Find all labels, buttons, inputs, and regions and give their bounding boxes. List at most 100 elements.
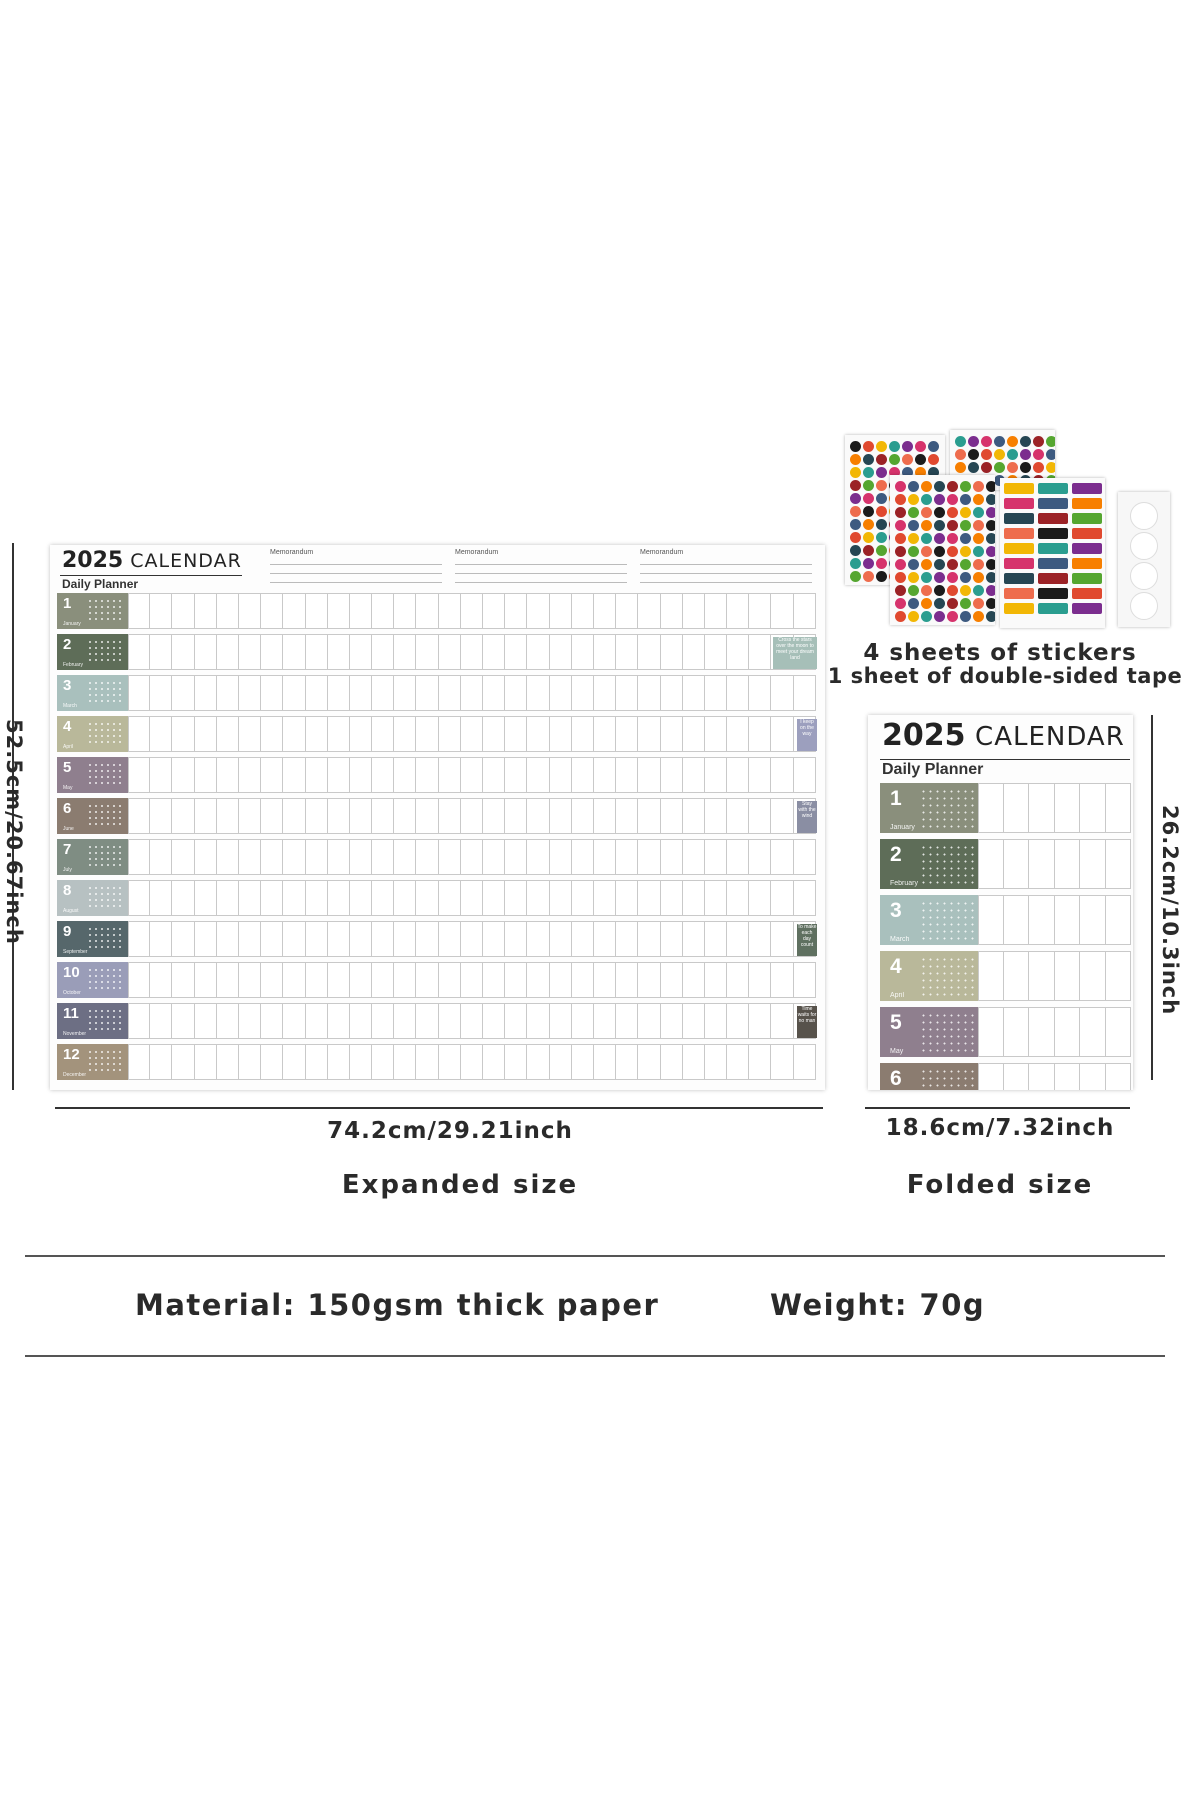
folded-width-label: 18.6cm/7.32inch: [885, 1115, 1115, 1141]
day-cell: [460, 716, 483, 752]
day-cell: [593, 839, 617, 875]
sticker-dot: [960, 494, 971, 505]
sticker-dot: [1020, 462, 1031, 473]
day-cell: [194, 921, 217, 957]
day-cell: [460, 880, 483, 916]
day-cell: [194, 593, 217, 629]
day-cell: [616, 634, 639, 670]
day-cell: [527, 634, 550, 670]
day-cell: [372, 716, 395, 752]
month-block: 3 March: [57, 675, 128, 711]
day-cell: [172, 1003, 195, 1039]
day-cell: [327, 962, 350, 998]
day-cell: [261, 839, 284, 875]
sticker-dot: [902, 467, 913, 478]
sticker-dot: [960, 572, 971, 583]
month-name: January: [63, 621, 81, 627]
day-cell: [438, 962, 461, 998]
day-cell: [194, 962, 217, 998]
day-cell: [172, 716, 195, 752]
sticker-dot: [908, 507, 919, 518]
day-cell: [150, 675, 173, 711]
sticker-label: [1038, 543, 1068, 554]
sticker-dot: [908, 546, 919, 557]
day-cell: [438, 921, 461, 957]
mini-month-grid: [920, 788, 974, 828]
day-cell: [216, 962, 239, 998]
month-row: 12 December: [57, 1044, 816, 1080]
sticker-dot: [876, 441, 887, 452]
day-cell: [416, 962, 439, 998]
sticker-dot: [934, 598, 945, 609]
day-cell: [305, 921, 328, 957]
mini-month-grid: [920, 956, 974, 996]
day-cell: [261, 921, 284, 957]
day-cells: [978, 895, 1131, 945]
mini-month-grid: [87, 926, 124, 952]
sticker-dot: [908, 481, 919, 492]
day-cell: [172, 675, 195, 711]
day-cell: [571, 1044, 594, 1080]
day-cell: [593, 757, 617, 793]
day-cell: [349, 880, 373, 916]
day-cell: [771, 716, 794, 752]
month-row: 1 January: [880, 783, 1131, 833]
month-block: 1 January: [880, 783, 978, 833]
month-block: 9 September: [57, 921, 128, 957]
day-cell: [305, 593, 328, 629]
day-cell: [150, 1044, 173, 1080]
month-name: October: [63, 990, 81, 996]
sticker-dot: [895, 481, 906, 492]
weight-spec: Weight: 70g: [770, 1288, 986, 1322]
month-name: January: [890, 824, 915, 831]
sticker-dot: [876, 493, 887, 504]
day-cell: [438, 798, 461, 834]
sticker-dot: [850, 454, 861, 465]
day-cell: [416, 839, 439, 875]
sticker-dot: [921, 585, 932, 596]
day-cell: [349, 921, 373, 957]
day-cell: [216, 634, 239, 670]
day-cell: [416, 593, 439, 629]
day-cell: [505, 1044, 528, 1080]
day-cell: [638, 675, 661, 711]
sticker-dot: [928, 441, 939, 452]
sticker-dot: [960, 546, 971, 557]
day-cell: [394, 839, 417, 875]
day-cell: [150, 634, 173, 670]
month-number: 12: [63, 1046, 80, 1063]
month-row: 10 October: [57, 962, 816, 998]
mini-month-grid: [87, 1049, 124, 1075]
sticker-dot: [973, 481, 984, 492]
sticker-dot: [986, 520, 995, 531]
sticker-label: [1072, 558, 1102, 569]
day-cell: [261, 593, 284, 629]
day-cell: [438, 1044, 461, 1080]
folded-size-label: Folded size: [906, 1170, 1094, 1200]
day-cell: [238, 675, 262, 711]
sticker-dot: [895, 585, 906, 596]
sticker-dot: [1033, 436, 1044, 447]
day-cell: [793, 757, 816, 793]
sticker-dot: [1007, 462, 1018, 473]
sticker-dot: [960, 507, 971, 518]
day-cell: [638, 1003, 661, 1039]
day-cell: [727, 757, 750, 793]
day-cell: [305, 1044, 328, 1080]
sticker-dot: [921, 598, 932, 609]
day-cell: [704, 593, 728, 629]
month-name: February: [890, 880, 919, 887]
sticker-dot: [986, 481, 995, 492]
memo-block-2: Memorandum: [455, 549, 627, 583]
sticker-dot: [902, 454, 913, 465]
sticker-dot: [994, 462, 1005, 473]
sticker-dot: [895, 572, 906, 583]
day-cell: [505, 634, 528, 670]
day-cell: [505, 921, 528, 957]
day-cell: [704, 921, 728, 957]
sticker-dot: [889, 441, 900, 452]
month-number: 6: [63, 800, 72, 817]
day-cells: [978, 1007, 1131, 1057]
day-cell: [416, 634, 439, 670]
day-cell: [128, 880, 151, 916]
